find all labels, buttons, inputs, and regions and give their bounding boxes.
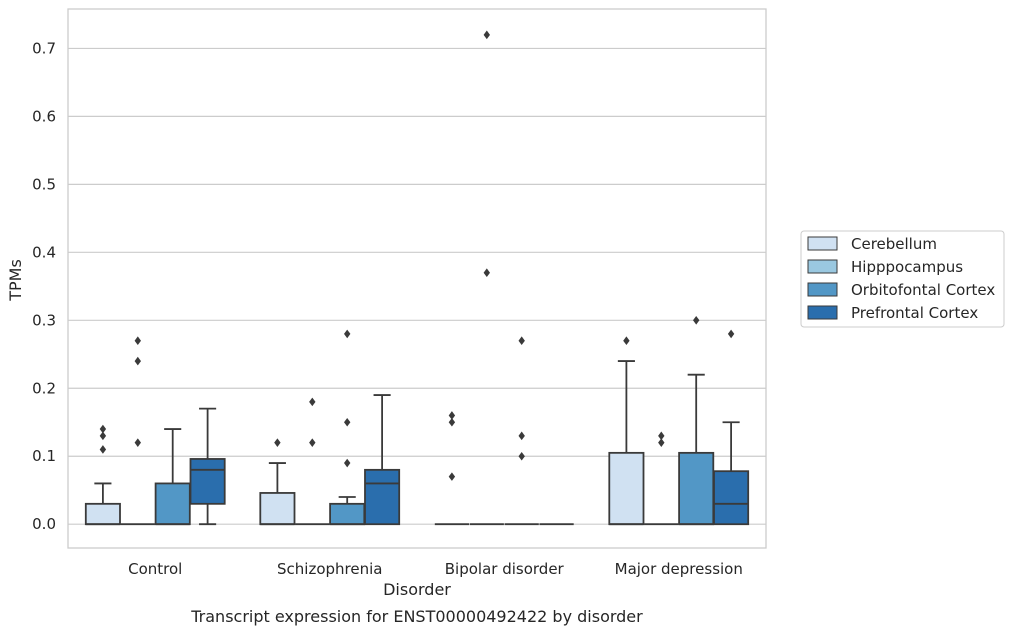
legend-label: Hipppocampus [851, 258, 963, 276]
outlier-point [727, 329, 735, 339]
y-gridlines [68, 47, 766, 525]
y-tick-label: 0.3 [32, 311, 56, 329]
x-tick-label: Control [128, 560, 182, 578]
box-orbitofontal-cortex-0 [154, 428, 191, 526]
outlier-point [309, 397, 316, 407]
box-hipppocampus-2 [469, 30, 504, 526]
y-tick-label: 0.7 [32, 39, 56, 57]
outlier-point [309, 438, 316, 447]
x-tick-label: Bipolar disorder [445, 560, 565, 578]
outlier-point [658, 431, 665, 441]
legend-swatch [807, 282, 838, 297]
outlier-point [483, 268, 490, 278]
box-body [84, 502, 121, 526]
legend-frame [800, 230, 1005, 328]
outlier-point [99, 431, 107, 441]
box-orbitofontal-cortex-3 [678, 316, 715, 526]
outlier-point [693, 316, 700, 325]
outlier-point [623, 336, 630, 345]
legend-swatch [807, 236, 838, 251]
box-body [608, 451, 645, 526]
legend-label: Prefrontal Cortex [851, 304, 978, 322]
box-prefrontal-cortex-0 [189, 407, 226, 526]
x-tick-label: Schizophrenia [277, 560, 382, 578]
box-body [713, 470, 750, 526]
legend-label: Cerebellum [851, 235, 937, 253]
box-cerebellum-2 [434, 411, 470, 526]
legend-swatch [807, 305, 838, 320]
box-body [189, 458, 226, 505]
outlier-point [274, 438, 281, 447]
box-body [154, 482, 191, 526]
legend-label: Orbitofontal Cortex [851, 281, 995, 299]
y-tick-labels: 0.0 0.1 0.2 0.3 0.4 0.5 0.6 0.7 [32, 39, 56, 533]
y-tick-label: 0.4 [32, 243, 56, 261]
outlier-point [518, 336, 525, 345]
outlier-point [99, 445, 107, 454]
box-body [259, 492, 296, 526]
outlier-point [448, 411, 456, 420]
box-orbitofontal-cortex-2 [504, 336, 539, 526]
outlier-point [483, 30, 490, 40]
box-groups [84, 30, 750, 526]
box-hipppocampus-0 [120, 336, 155, 526]
outlier-point [658, 438, 665, 447]
box-orbitofontal-cortex-1 [329, 329, 366, 526]
x-tick-labels: Control Schizophrenia Bipolar disorder Majo… [128, 560, 743, 578]
outlier-point [344, 417, 351, 427]
y-tick-label: 0.0 [32, 515, 56, 533]
outlier-point [518, 431, 525, 441]
y-tick-label: 0.1 [32, 447, 56, 465]
y-tick-label: 0.2 [32, 379, 56, 397]
outlier-point [134, 438, 141, 447]
box-hipppocampus-3 [644, 431, 679, 526]
outlier-point [134, 356, 141, 366]
box-cerebellum-1 [259, 438, 296, 526]
plot-area-frame [67, 8, 767, 549]
outlier-point [448, 417, 456, 427]
outlier-point [99, 424, 107, 434]
outlier-point [344, 329, 351, 339]
box-cerebellum-0 [84, 424, 121, 526]
box-body [678, 451, 715, 526]
chart-caption: Transcript expression for ENST0000049242… [190, 607, 643, 626]
y-axis-label: TPMs [6, 259, 25, 302]
box-hipppocampus-1 [295, 397, 330, 526]
legend: Cerebellum Hipppocampus Orbitofontal Corte… [800, 230, 1005, 328]
y-tick-label: 0.6 [32, 107, 56, 125]
outlier-point [448, 472, 456, 481]
outlier-point [518, 451, 525, 461]
y-tick-label: 0.5 [32, 175, 56, 193]
legend-swatch [807, 259, 838, 274]
box-prefrontal-cortex-3 [713, 329, 750, 526]
x-axis-label: Disorder [383, 580, 451, 599]
x-tick-label: Major depression [615, 560, 743, 578]
box-prefrontal-cortex-1 [364, 394, 401, 526]
outlier-point [134, 336, 141, 345]
box-body [364, 468, 401, 526]
outlier-point [344, 458, 351, 468]
box-body [329, 502, 366, 526]
box-cerebellum-3 [608, 336, 645, 526]
